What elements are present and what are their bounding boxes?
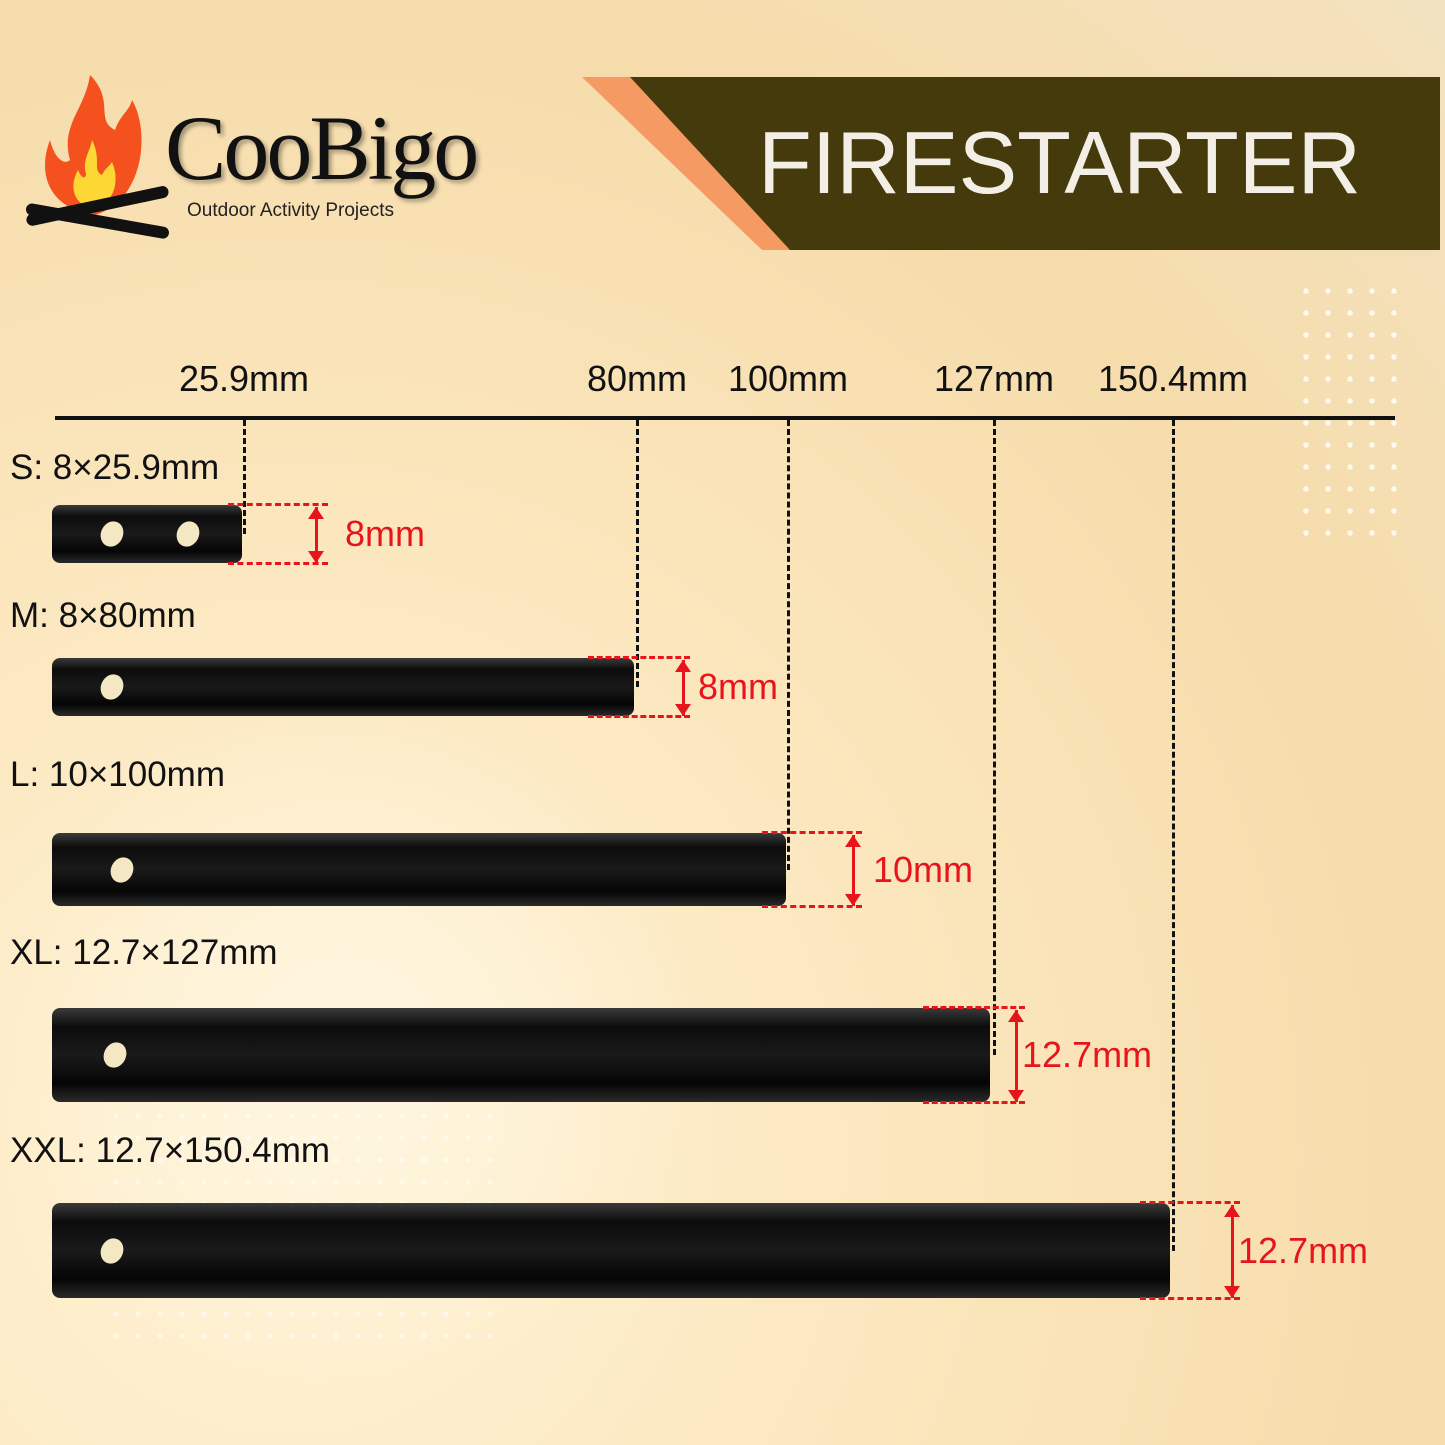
rod-size-label: XXL: 12.7×150.4mm <box>10 1131 331 1170</box>
diameter-marker-line <box>1140 1297 1240 1300</box>
diameter-label: 12.7mm <box>1238 1229 1369 1271</box>
diameter-marker-line <box>588 715 690 718</box>
brand-tagline: Outdoor Activity Projects <box>187 200 394 221</box>
scale-label: 150.4mm <box>1097 358 1249 399</box>
diameter-arrow-icon <box>1224 1205 1240 1298</box>
diameter-marker-line <box>588 656 690 659</box>
ferro-rod <box>52 658 634 716</box>
rod-hole <box>96 517 128 551</box>
scale-axis-line <box>55 416 1395 420</box>
scale-label: 100mm <box>727 358 849 399</box>
banner-title: FIRESTARTER <box>758 113 1362 212</box>
rod-size-label: M: 8×80mm <box>10 596 196 635</box>
rod-size-label: S: 8×25.9mm <box>10 448 220 487</box>
dashed-guide-line <box>636 420 639 687</box>
scale-label: 25.9mm <box>178 358 310 399</box>
ferro-rod <box>52 1203 1170 1298</box>
rod-size-label: XL: 12.7×127mm <box>10 933 278 972</box>
ferro-rod <box>52 1008 990 1102</box>
ferro-rod <box>52 833 786 906</box>
diameter-arrow-icon <box>308 507 324 563</box>
rod-size-label: L: 10×100mm <box>10 755 225 794</box>
diameter-marker-line <box>762 905 862 908</box>
diameter-label: 8mm <box>345 513 425 554</box>
diameter-label: 10mm <box>873 848 974 890</box>
diameter-label: 12.7mm <box>1022 1034 1153 1075</box>
diameter-label: 8mm <box>698 666 778 707</box>
diameter-marker-line <box>1140 1201 1240 1204</box>
diameter-marker-line <box>228 503 328 506</box>
ferro-rod <box>52 505 242 563</box>
dashed-guide-line <box>243 420 246 534</box>
rod-hole <box>99 1038 131 1072</box>
diameter-marker-line <box>923 1006 1025 1009</box>
rod-hole <box>106 853 138 886</box>
decorative-dots <box>1295 280 1405 550</box>
diameter-arrow-icon <box>1008 1010 1024 1102</box>
diameter-arrow-icon <box>845 835 861 906</box>
diameter-marker-line <box>923 1101 1025 1104</box>
dashed-guide-line <box>1172 420 1175 1251</box>
dashed-guide-line <box>787 420 790 870</box>
scale-label: 80mm <box>586 358 688 399</box>
title-banner <box>630 77 1440 250</box>
rod-hole <box>96 1234 128 1267</box>
diameter-marker-line <box>228 562 328 565</box>
rod-hole <box>172 517 204 551</box>
campfire-logo-icon <box>26 75 169 239</box>
diameter-arrow-icon <box>675 660 691 716</box>
rod-hole <box>96 670 128 704</box>
diameter-marker-line <box>762 831 862 834</box>
scale-label: 127mm <box>933 358 1055 399</box>
brand-name: CooBigo <box>165 97 479 199</box>
dashed-guide-line <box>993 420 996 1055</box>
